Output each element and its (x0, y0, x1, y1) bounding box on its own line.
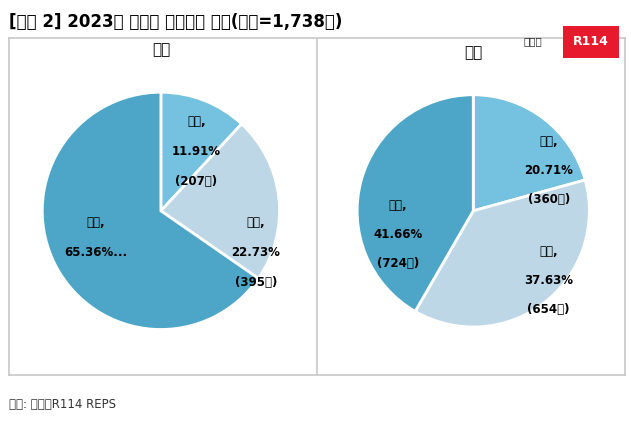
Text: 22.73%: 22.73% (232, 246, 280, 259)
Text: (360명): (360명) (528, 193, 570, 206)
Text: 65.36%...: 65.36%... (64, 246, 127, 259)
Text: 37.63%: 37.63% (524, 274, 573, 287)
Text: 보합,: 보합, (540, 245, 558, 258)
Text: 자료: 부동산R114 REPS: 자료: 부동산R114 REPS (9, 398, 117, 412)
Text: (654명): (654명) (528, 303, 570, 316)
Text: (395명): (395명) (235, 276, 277, 288)
Wedge shape (161, 124, 280, 279)
Text: 하락,: 하락, (389, 199, 407, 212)
FancyBboxPatch shape (563, 26, 619, 58)
Wedge shape (42, 92, 259, 329)
Text: R114: R114 (574, 35, 609, 48)
Text: (724명): (724명) (377, 256, 419, 270)
Wedge shape (473, 95, 585, 211)
Text: 41.66%: 41.66% (373, 227, 422, 241)
Text: 하락,: 하락, (86, 216, 105, 229)
Wedge shape (357, 95, 473, 311)
Text: 부동산: 부동산 (524, 37, 543, 46)
Text: [그림 2] 2023년 상반기 주택가격 전망(응답=1,738명): [그림 2] 2023년 상반기 주택가격 전망(응답=1,738명) (9, 13, 343, 31)
Title: 매매: 매매 (152, 42, 170, 57)
Text: 20.71%: 20.71% (524, 164, 573, 177)
Wedge shape (415, 180, 589, 327)
Text: 11.91%: 11.91% (172, 145, 221, 158)
Text: (207명): (207명) (175, 175, 218, 188)
Text: 상승,: 상승, (187, 115, 206, 128)
Wedge shape (161, 92, 242, 211)
Title: 전세: 전세 (464, 46, 482, 60)
Text: 상승,: 상승, (540, 135, 558, 148)
Text: 보합,: 보합, (247, 216, 265, 229)
